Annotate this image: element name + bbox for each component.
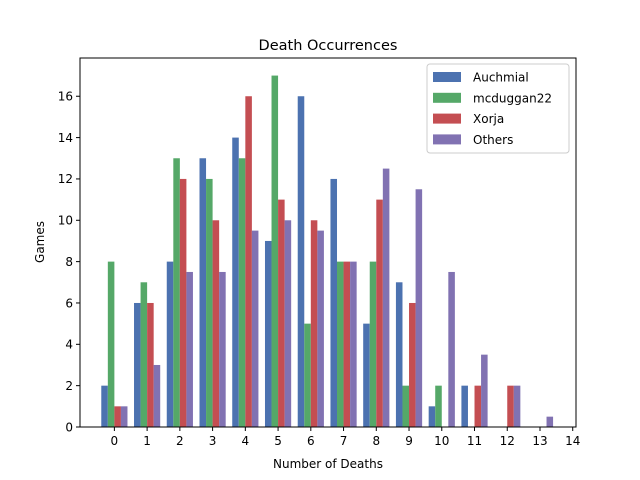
y-tick-label: 4 bbox=[65, 338, 73, 352]
x-tick-label: 2 bbox=[176, 434, 184, 448]
bar-others-6 bbox=[317, 230, 324, 427]
x-tick-label: 12 bbox=[500, 434, 515, 448]
legend-swatch-xorja bbox=[433, 113, 461, 124]
chart-title: Death Occurrences bbox=[259, 38, 398, 54]
bar-mcduggan22-3 bbox=[206, 178, 213, 427]
bar-others-8 bbox=[382, 168, 390, 427]
bar-others-2 bbox=[186, 271, 193, 427]
y-tick-label: 12 bbox=[58, 172, 73, 186]
bar-auchmial-8 bbox=[363, 323, 370, 427]
legend: Auchmial mcduggan22 Xorja Others bbox=[426, 63, 570, 154]
y-tick-label: 14 bbox=[58, 131, 73, 145]
bar-others-1 bbox=[153, 364, 161, 427]
bar-mcduggan22-8 bbox=[369, 261, 377, 427]
x-tick-label: 14 bbox=[565, 434, 580, 448]
bar-xorja-12 bbox=[507, 385, 514, 427]
plot-frame bbox=[79, 57, 577, 428]
bars-group bbox=[101, 75, 554, 428]
bar-auchmial-9 bbox=[395, 282, 403, 427]
bar-xorja-3 bbox=[212, 220, 220, 427]
bar-xorja-9 bbox=[409, 302, 416, 427]
x-axis-label: Number of Deaths bbox=[273, 457, 383, 471]
bar-mcduggan22-4 bbox=[238, 158, 246, 427]
bar-auchmial-2 bbox=[166, 261, 174, 427]
x-tick-label: 13 bbox=[532, 434, 547, 448]
y-tick-label: 6 bbox=[65, 296, 73, 310]
bar-mcduggan22-1 bbox=[140, 282, 148, 427]
x-tick-label: 7 bbox=[340, 434, 348, 448]
x-tick-label: 1 bbox=[143, 434, 151, 448]
x-tick-label: 6 bbox=[307, 434, 315, 448]
legend-box bbox=[426, 63, 570, 154]
axes-group bbox=[79, 57, 577, 428]
bar-auchmial-6 bbox=[297, 96, 305, 428]
bar-others-3 bbox=[219, 271, 226, 427]
bar-xorja-0 bbox=[114, 406, 121, 427]
y-tick-label: 2 bbox=[65, 379, 73, 393]
bar-auchmial-10 bbox=[428, 406, 436, 427]
bar-others-9 bbox=[415, 189, 423, 427]
bar-others-13 bbox=[546, 416, 554, 427]
bar-xorja-2 bbox=[179, 178, 187, 427]
x-tick-label: 4 bbox=[242, 434, 250, 448]
bar-auchmial-5 bbox=[264, 240, 272, 427]
bar-xorja-7 bbox=[343, 261, 351, 427]
bar-mcduggan22-9 bbox=[402, 385, 410, 427]
y-tick-label: 10 bbox=[58, 214, 73, 228]
bar-auchmial-1 bbox=[134, 302, 141, 427]
bar-xorja-6 bbox=[310, 220, 318, 427]
legend-swatch-others bbox=[433, 134, 461, 145]
x-tick-label: 9 bbox=[405, 434, 413, 448]
legend-label-mcduggan22: mcduggan22 bbox=[473, 91, 552, 105]
y-tick-label: 16 bbox=[58, 90, 73, 104]
bar-mcduggan22-7 bbox=[337, 261, 344, 427]
y-ticks-group: 0 2 4 6 8 10 12 14 16 bbox=[58, 90, 80, 434]
bar-auchmial-7 bbox=[330, 178, 338, 427]
x-tick-label: 0 bbox=[111, 434, 119, 448]
legend-label-xorja: Xorja bbox=[473, 112, 504, 126]
bar-xorja-4 bbox=[245, 96, 252, 428]
bar-others-11 bbox=[481, 354, 488, 427]
legend-swatch-auchmial bbox=[433, 72, 461, 82]
bar-others-10 bbox=[448, 271, 455, 427]
x-tick-label: 5 bbox=[274, 434, 282, 448]
bar-auchmial-11 bbox=[461, 385, 468, 427]
bar-mcduggan22-5 bbox=[271, 75, 279, 427]
bar-others-4 bbox=[251, 230, 259, 427]
legend-label-auchmial: Auchmial bbox=[473, 71, 529, 85]
bar-others-7 bbox=[350, 261, 357, 427]
bar-auchmial-0 bbox=[101, 385, 108, 427]
x-tick-label: 11 bbox=[467, 434, 482, 448]
bar-others-12 bbox=[513, 385, 521, 427]
x-tick-label: 3 bbox=[209, 434, 217, 448]
bar-mcduggan22-10 bbox=[435, 385, 442, 427]
x-tick-label: 10 bbox=[434, 434, 449, 448]
legend-swatch-mcduggan22 bbox=[433, 92, 461, 103]
y-tick-label: 8 bbox=[65, 255, 73, 269]
bar-others-5 bbox=[284, 220, 292, 427]
bar-mcduggan22-6 bbox=[304, 323, 311, 427]
bar-xorja-5 bbox=[278, 199, 285, 427]
bar-auchmial-3 bbox=[199, 158, 207, 427]
legend-label-others: Others bbox=[473, 133, 513, 147]
bar-mcduggan22-0 bbox=[107, 261, 115, 427]
bar-xorja-1 bbox=[147, 302, 154, 427]
bar-xorja-8 bbox=[376, 199, 383, 427]
x-tick-label: 8 bbox=[372, 434, 380, 448]
y-tick-label: 0 bbox=[65, 420, 73, 434]
bar-auchmial-4 bbox=[232, 137, 239, 427]
bar-xorja-11 bbox=[474, 385, 482, 427]
y-axis-label: Games bbox=[33, 221, 47, 263]
bar-others-0 bbox=[120, 406, 128, 427]
bar-mcduggan22-2 bbox=[173, 158, 180, 427]
x-ticks-group: 0 1 2 3 4 5 6 7 8 9 10 11 12 13 14 bbox=[111, 427, 580, 448]
